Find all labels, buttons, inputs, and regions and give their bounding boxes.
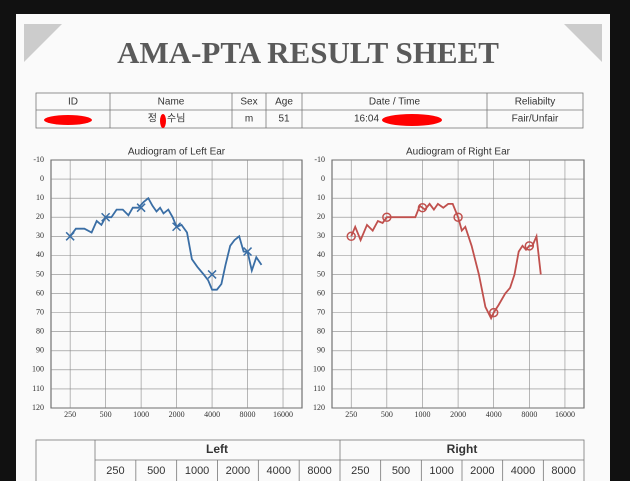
redaction — [382, 114, 442, 126]
frequency: 1000 — [429, 465, 453, 477]
chart: Audiogram of Left Ear -10 0 10 20 30 40 50 60 70 8… — [32, 147, 303, 419]
chart-title: Audiogram of Left Ear — [128, 147, 226, 158]
frequency: 250 — [106, 465, 124, 477]
marker-x — [172, 222, 182, 232]
y-tick-label: 70 — [36, 307, 44, 316]
table-frame — [35, 439, 585, 481]
column-header: Date / Time — [369, 97, 421, 108]
title: AMA-PTA RESULT SHEET — [117, 35, 499, 70]
trace — [350, 202, 542, 321]
ear-header: Right — [447, 442, 478, 456]
y-tick-label: 50 — [317, 269, 325, 278]
x-tick-label: 250 — [345, 410, 357, 419]
marker-x — [101, 212, 111, 222]
y-tick-label: 110 — [313, 384, 325, 393]
column-header: Name — [158, 97, 185, 108]
trace — [69, 196, 263, 291]
ear-header: Left — [206, 442, 228, 456]
y-tick-label: 40 — [317, 250, 325, 259]
marker-x — [207, 269, 217, 279]
x-tick-label: 500 — [381, 410, 393, 419]
age: 51 — [278, 114, 290, 125]
reliability: Fair/Unfair — [512, 114, 559, 125]
frequency: 8000 — [551, 465, 575, 477]
frequency: 2000 — [470, 465, 494, 477]
info-table: 정 수님 m 51 16:04 Fair/Unfair ID Name Sex Age… — [35, 92, 584, 129]
marker-o — [346, 231, 356, 242]
frequency: 8000 — [307, 465, 331, 477]
y-tick-label: 110 — [32, 384, 44, 393]
frequency: 250 — [351, 465, 369, 477]
x-tick-label: 4000 — [204, 410, 220, 419]
y-tick-label: 60 — [317, 288, 325, 297]
results-table: Left 250 500 1000 2000 4000 8000 Right 250 500 100… — [35, 439, 585, 481]
photo-corner — [564, 24, 602, 62]
marker-o — [453, 212, 463, 222]
x-tick-label: 2000 — [169, 410, 185, 419]
table-frame — [35, 92, 584, 129]
frequency: 500 — [392, 465, 410, 477]
marker-x — [136, 203, 146, 213]
x-tick-label: 8000 — [521, 410, 537, 419]
x-tick-label: 16000 — [555, 410, 575, 419]
y-tick-label: 0 — [40, 174, 44, 183]
y-tick-label: 30 — [317, 231, 325, 240]
y-tick-label: 20 — [36, 212, 44, 221]
marker-x — [243, 247, 253, 257]
y-tick-label: 90 — [36, 346, 44, 355]
x-tick-label: 250 — [64, 410, 76, 419]
y-tick-label: -10 — [33, 155, 44, 164]
y-tick-label: 60 — [36, 288, 44, 297]
y-tick-label: 100 — [32, 365, 44, 374]
photo-corner — [24, 24, 62, 62]
marker-o — [524, 241, 535, 251]
time: 16:04 — [354, 114, 379, 125]
y-tick-label: -10 — [314, 155, 325, 164]
chart: Audiogram of Right Ear -10 0 10 20 30 40 50 60 70… — [313, 147, 585, 419]
name-part: 정 — [148, 113, 157, 125]
y-tick-label: 0 — [321, 174, 325, 183]
frequency: 4000 — [267, 465, 291, 477]
column-header: Reliabilty — [515, 97, 556, 108]
y-tick-label: 50 — [36, 269, 44, 278]
redaction — [160, 114, 166, 128]
y-tick-label: 20 — [317, 212, 325, 221]
marker-x — [65, 231, 75, 241]
column-header: ID — [68, 97, 78, 108]
y-tick-label: 120 — [313, 403, 325, 412]
y-tick-label: 80 — [36, 327, 44, 336]
y-tick-label: 90 — [317, 346, 325, 355]
y-tick-label: 10 — [317, 193, 325, 202]
marker-o — [417, 202, 428, 213]
column-header: Age — [275, 97, 293, 108]
column-header: Sex — [240, 97, 257, 108]
y-tick-label: 40 — [36, 250, 44, 259]
name-part: 수님 — [167, 113, 185, 125]
frequency: 500 — [147, 465, 165, 477]
redaction — [44, 115, 92, 125]
x-tick-label: 16000 — [273, 410, 293, 419]
y-tick-label: 100 — [313, 365, 325, 374]
y-tick-label: 120 — [32, 403, 44, 412]
x-tick-label: 500 — [100, 410, 112, 419]
x-tick-label: 1000 — [414, 410, 430, 419]
x-tick-label: 1000 — [133, 410, 149, 419]
y-tick-label: 70 — [317, 307, 325, 316]
frequency: 2000 — [226, 465, 250, 477]
y-tick-label: 30 — [36, 231, 44, 240]
x-tick-label: 8000 — [240, 410, 256, 419]
x-tick-label: 2000 — [450, 410, 466, 419]
marker-o — [382, 212, 392, 222]
sex: m — [245, 114, 253, 125]
y-tick-label: 80 — [317, 327, 325, 336]
frequency: 4000 — [511, 465, 535, 477]
marker-o — [488, 307, 499, 318]
x-tick-label: 4000 — [486, 410, 502, 419]
paper — [16, 14, 610, 481]
chart-title: Audiogram of Right Ear — [406, 147, 511, 158]
y-tick-label: 10 — [36, 193, 44, 202]
frequency: 1000 — [185, 465, 209, 477]
